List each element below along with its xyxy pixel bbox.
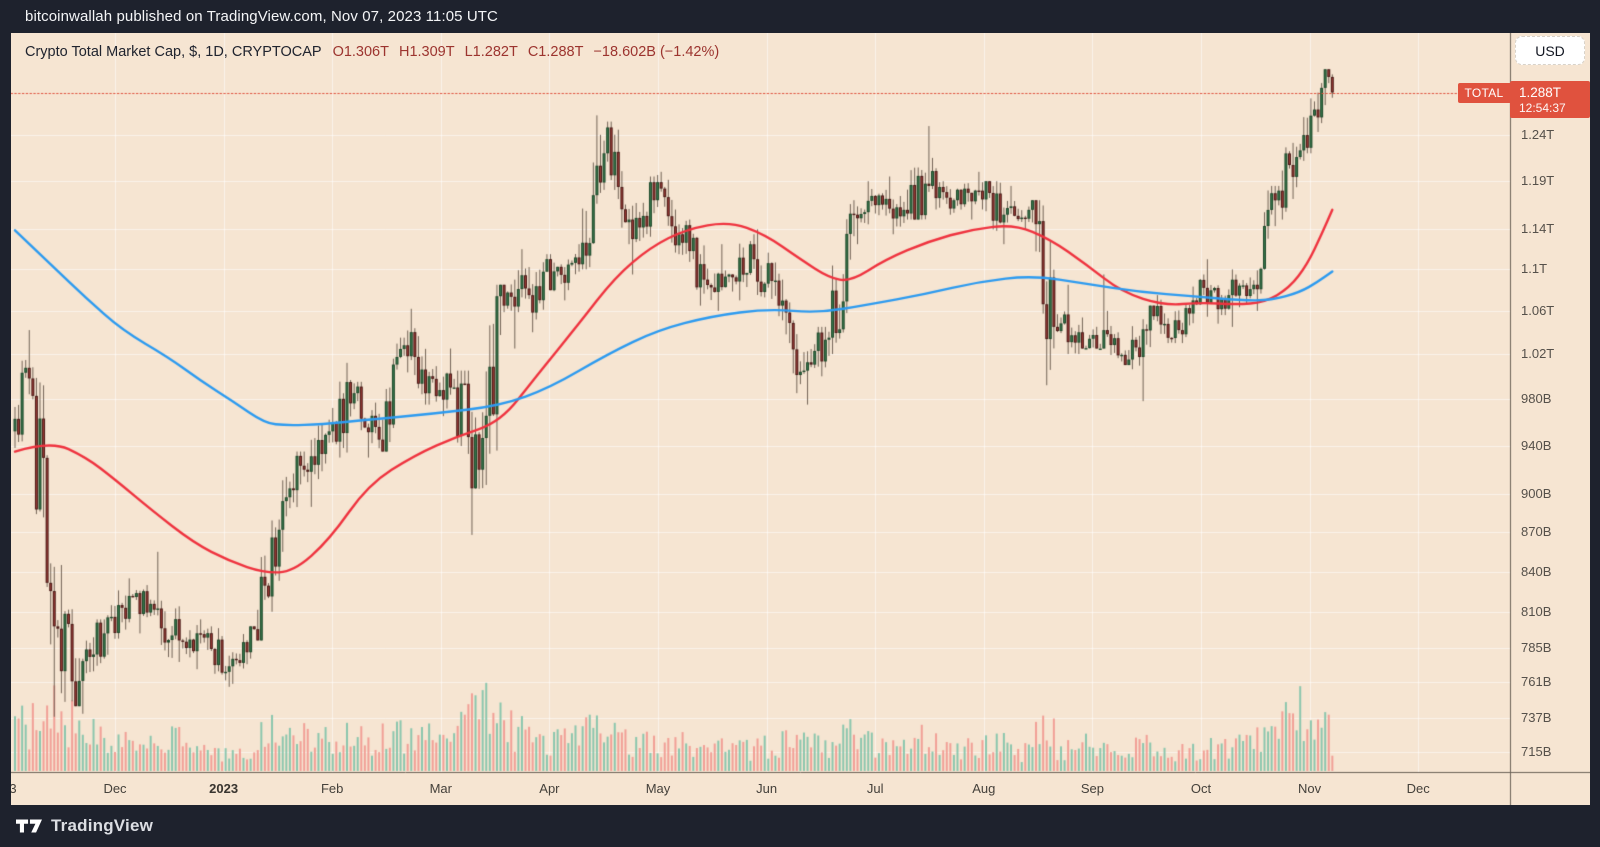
time-tick-label: Feb (320, 781, 344, 796)
ohlc-value: L1.282T (464, 44, 518, 60)
price-tick-label: 1.1T (1521, 261, 1548, 277)
price-tick-label: 940B (1521, 437, 1552, 453)
time-tick-label: Oct (1190, 781, 1212, 796)
bar-countdown: 12:54:37 (1519, 101, 1566, 115)
time-tick-label: Mar (429, 781, 452, 796)
last-price-value: 1.288T (1519, 85, 1562, 100)
ohlc-value: C1.288T (527, 44, 584, 60)
symbol-badge-label: TOTAL (1464, 86, 1504, 100)
price-tick-label: 1.24T (1521, 127, 1555, 143)
price-tick-label: 900B (1521, 486, 1552, 502)
time-axis[interactable]: 3 Dec 2023 Feb Mar Apr May Jun Jul Aug Sep Oct Nov De… (11, 773, 1510, 805)
last-price-tag: 1.288T 12:54:37 (1510, 81, 1590, 118)
ohlc-value: −18.602B (−1.42%) (593, 44, 720, 60)
time-tick-label: May (645, 781, 671, 796)
time-tick-label: Jul (866, 781, 884, 796)
attribution-bar: bitcoinwallah published on TradingView.c… (0, 0, 1600, 33)
ohlc-value: O1.306T (332, 44, 389, 60)
time-tick-label-partial: 3 (11, 781, 17, 796)
price-tick-label: 840B (1521, 563, 1552, 579)
tradingview-logo-icon (16, 819, 42, 834)
price-tick-label: 810B (1521, 604, 1552, 620)
time-tick-label: Sep (1080, 781, 1104, 796)
price-tick-label: 1.02T (1521, 346, 1555, 362)
attribution-text: bitcoinwallah published on TradingView.c… (25, 8, 498, 25)
price-tick-label: 1.19T (1521, 173, 1555, 189)
chart-legend: Crypto Total Market Cap, $, 1D, CRYPTOCA… (25, 44, 729, 60)
time-tick-label: Nov (1298, 781, 1322, 796)
ohlc-values: O1.306T H1.309T L1.282T C1.288T −18.602B (−1… (333, 44, 730, 60)
symbol-title: Crypto Total Market Cap, $, 1D, CRYPTOCA… (25, 44, 322, 60)
footer-bar: TradingView (0, 805, 1600, 847)
price-tick-label: 761B (1521, 674, 1552, 690)
symbol-badge: TOTAL (1458, 83, 1510, 103)
currency-toggle-button[interactable]: USD (1515, 36, 1585, 65)
price-tick-label: 1.14T (1521, 221, 1555, 237)
price-tick-label: 737B (1521, 710, 1552, 726)
tradingview-brand-name: TradingView (51, 816, 154, 835)
price-tick-label: 980B (1521, 390, 1552, 406)
price-chart-canvas[interactable] (11, 33, 1590, 805)
time-tick-label: 2023 (209, 781, 239, 796)
currency-toggle-label: USD (1535, 42, 1565, 59)
price-tick-label: 1.06T (1521, 302, 1555, 318)
chart-panel: Crypto Total Market Cap, $, 1D, CRYPTOCA… (11, 33, 1590, 805)
time-tick-label: Dec (103, 781, 127, 796)
time-tick-label: Dec (1406, 781, 1430, 796)
time-tick-label: Aug (972, 781, 996, 796)
time-tick-label: Apr (539, 781, 560, 796)
ohlc-value: H1.309T (398, 44, 455, 60)
price-tick-label: 785B (1521, 639, 1552, 655)
time-tick-label: Jun (756, 781, 778, 796)
tradingview-brand-link[interactable]: TradingView (16, 816, 153, 836)
price-tick-label: 870B (1521, 524, 1552, 540)
price-tick-label: 715B (1521, 744, 1552, 760)
price-axis[interactable]: 1.24T 1.19T 1.14T 1.1T 1.06T 1.02T 980B 940B 900… (1510, 33, 1590, 772)
